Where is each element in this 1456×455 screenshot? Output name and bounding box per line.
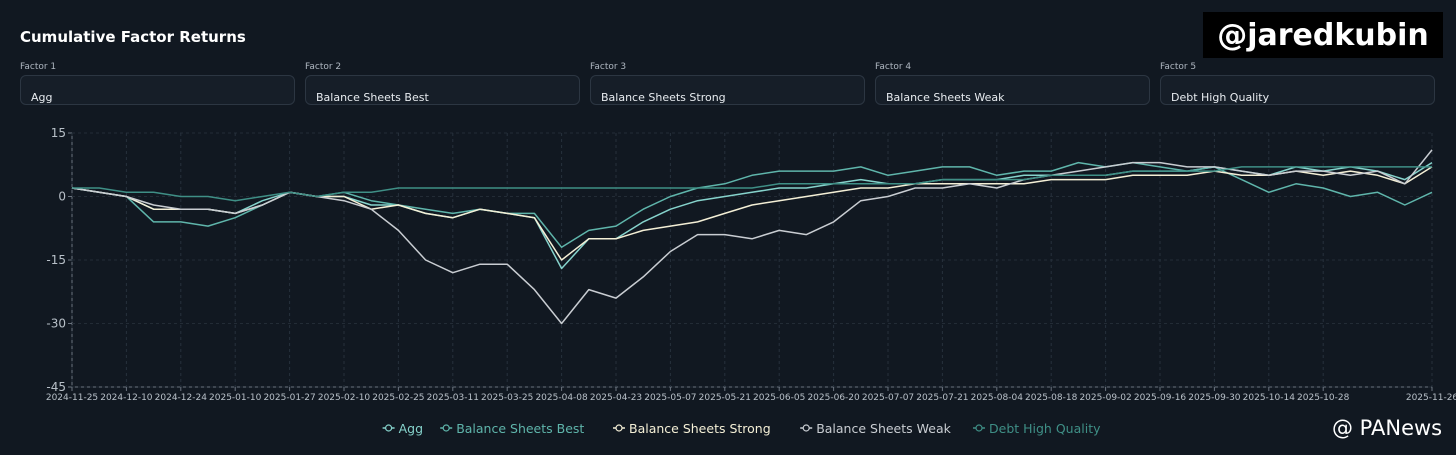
select-value: Debt High Quality [1171,91,1270,104]
x-tick-label: 2025-05-21 [699,393,751,403]
select-value: Balance Sheets Best [316,91,429,104]
x-tick-label: 2024-11-25 [46,393,98,403]
factor-select[interactable]: Balance Sheets Weak [875,75,1150,105]
x-tick-label: 2025-04-08 [535,393,588,403]
x-tick-label: 2025-06-20 [807,393,860,403]
x-tick-label: 2024-12-10 [100,393,153,403]
legend-label: Balance Sheets Strong [629,421,771,436]
legend-swatch-dot [442,424,450,432]
x-tick-label: 2025-07-21 [916,393,968,403]
panel-title: Cumulative Factor Returns [20,28,246,46]
legend-label: Debt High Quality [989,421,1101,436]
series-line [71,166,1433,261]
x-tick-label: 2025-01-10 [209,393,262,403]
x-tick-label: 2025-02-25 [372,393,424,403]
factor-select[interactable]: Balance Sheets Strong [590,75,865,105]
select-value: Balance Sheets Strong [601,91,726,104]
legend-label: Balance Sheets Weak [816,421,951,436]
x-tick-label: 2025-08-04 [971,393,1024,403]
x-tick-label: 2024-12-24 [155,393,208,403]
legend-swatch-dot [615,424,623,432]
factor-select[interactable]: Agg [20,75,295,105]
factor-select[interactable]: Balance Sheets Best [305,75,580,105]
x-tick-label: 2025-09-02 [1079,393,1131,403]
x-tick-label: 2025-03-25 [481,393,533,403]
series-line [72,166,1432,202]
y-tick-label: 0 [58,190,66,204]
y-tick-label: -45 [46,380,66,394]
x-tick-label: 2025-09-30 [1188,393,1241,403]
legend-label: Agg [399,421,423,436]
x-tick-label: 2025-11-26 [1406,393,1456,403]
select-value: Agg [31,91,53,104]
legend-swatch-dot [385,424,393,432]
x-tick-label: 2025-04-23 [590,393,642,403]
x-tick-label: 2025-06-05 [753,393,805,403]
legend-label: Balance Sheets Best [456,421,584,436]
x-tick-label: 2025-08-18 [1025,393,1078,403]
x-tick-label: 2025-10-28 [1297,393,1350,403]
control-label: Factor 2 [305,62,342,72]
control-label: Factor 4 [875,62,912,72]
watermark: @ PANews [1332,416,1443,440]
x-tick-label: 2025-02-10 [318,393,371,403]
y-tick-label: -15 [46,253,66,267]
series-line [71,161,1433,270]
x-tick-label: 2025-10-14 [1243,393,1296,403]
control-label: Factor 5 [1160,62,1197,72]
x-tick-label: 2025-09-16 [1134,393,1187,403]
y-tick-label: 15 [51,126,66,140]
x-tick-label: 2025-01-27 [263,393,315,403]
y-tick-label: -30 [46,317,66,331]
legend-swatch-dot [975,424,983,432]
legend-swatch-dot [802,424,810,432]
factor-select[interactable]: Debt High Quality [1160,75,1435,105]
control-label: Factor 3 [590,62,627,72]
select-value: Balance Sheets Weak [886,91,1005,104]
x-tick-label: 2025-07-07 [862,393,914,403]
x-tick-label: 2025-03-11 [427,393,479,403]
x-tick-label: 2025-05-07 [644,393,696,403]
watermark: @jaredkubin [1203,12,1443,58]
control-label: Factor 1 [20,62,57,72]
